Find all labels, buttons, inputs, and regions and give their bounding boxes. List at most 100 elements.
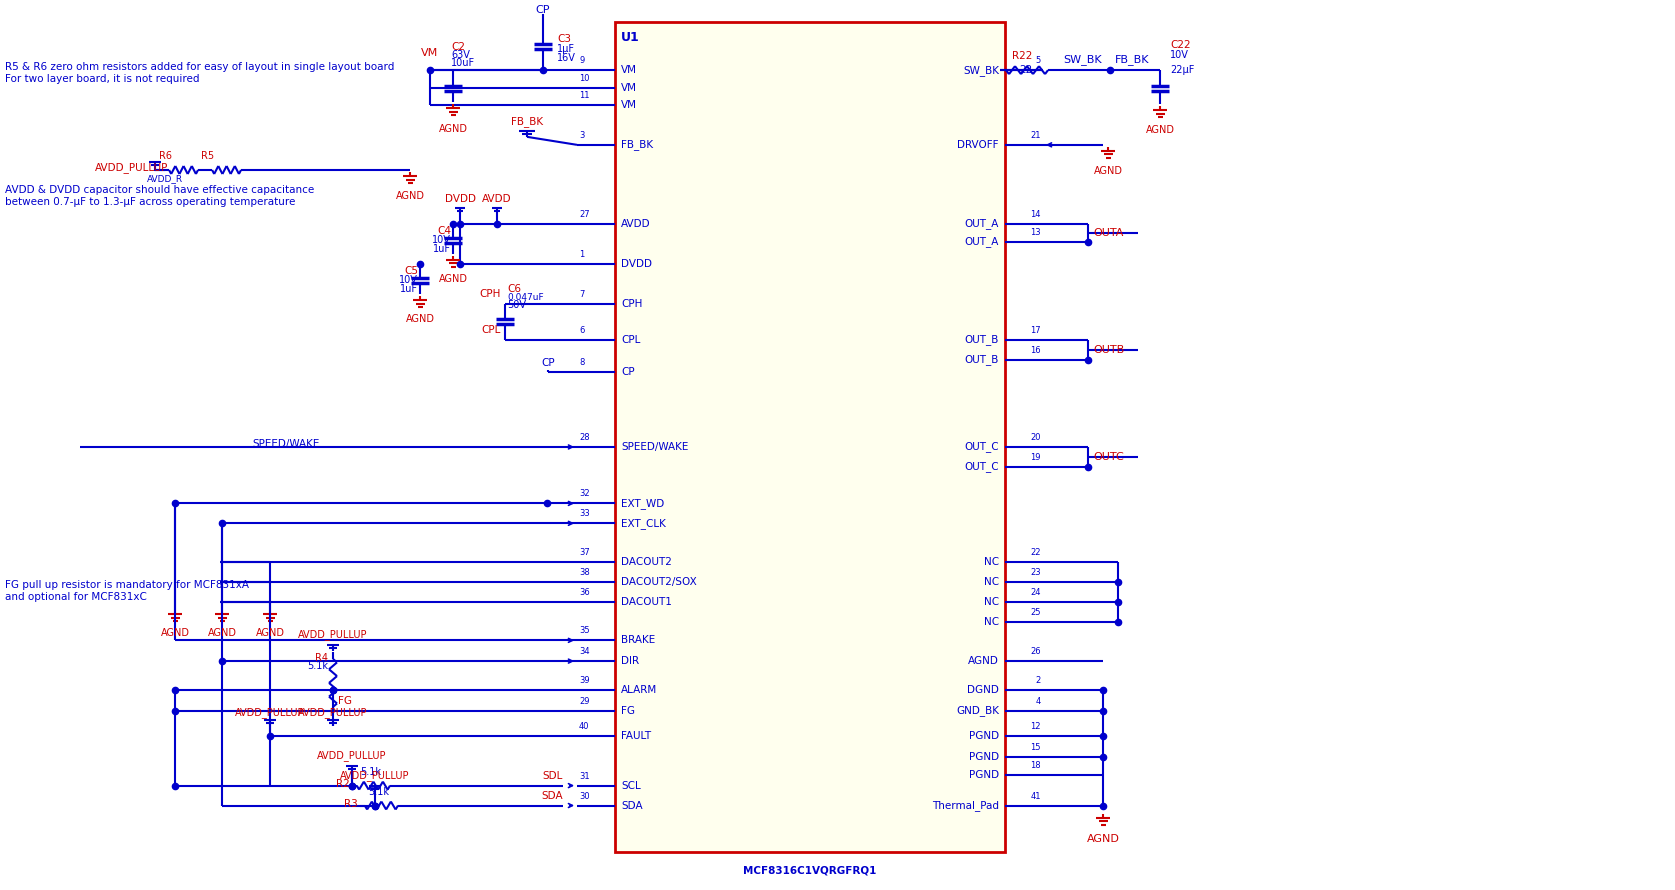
- Text: AGND: AGND: [1087, 834, 1119, 844]
- Text: DRVOFF: DRVOFF: [958, 140, 998, 150]
- Text: 3: 3: [580, 131, 585, 140]
- Text: 28: 28: [580, 433, 590, 442]
- Text: AVDD_PULLUP: AVDD_PULLUP: [95, 163, 169, 174]
- Text: 31: 31: [580, 772, 590, 781]
- Text: 4: 4: [1035, 697, 1040, 706]
- Text: EXT_CLK: EXT_CLK: [621, 518, 667, 529]
- Text: MCF8316C1VQRGFRQ1: MCF8316C1VQRGFRQ1: [744, 865, 876, 875]
- Text: AGND: AGND: [405, 314, 434, 324]
- Text: 22µF: 22µF: [1171, 65, 1194, 75]
- Text: 5.1k: 5.1k: [360, 766, 382, 777]
- Text: SW_BK: SW_BK: [1064, 54, 1102, 65]
- Text: VM: VM: [621, 65, 636, 75]
- Text: 35: 35: [580, 627, 590, 635]
- Text: PGND: PGND: [968, 770, 998, 780]
- Text: SDL: SDL: [543, 771, 563, 781]
- Text: 34: 34: [580, 647, 590, 656]
- Text: SPEED/WAKE: SPEED/WAKE: [621, 442, 688, 452]
- Text: NC: NC: [983, 617, 998, 627]
- Text: OUTB: OUTB: [1094, 344, 1124, 355]
- Text: CP: CP: [536, 5, 551, 15]
- Text: FAULT: FAULT: [621, 731, 652, 740]
- Text: 38: 38: [580, 568, 590, 578]
- Text: AVDD_R: AVDD_R: [147, 174, 183, 183]
- Bar: [615, 22, 1005, 852]
- Text: C2: C2: [451, 42, 466, 53]
- Text: AGND: AGND: [439, 124, 467, 134]
- Text: FG: FG: [621, 706, 635, 716]
- Text: ALARM: ALARM: [621, 685, 657, 695]
- Text: 25: 25: [1030, 608, 1040, 617]
- Text: 12: 12: [1030, 722, 1040, 731]
- Text: DACOUT2/SOX: DACOUT2/SOX: [621, 578, 697, 587]
- Text: 24: 24: [1030, 588, 1040, 597]
- Text: C4: C4: [437, 226, 451, 236]
- Text: AGND: AGND: [439, 274, 467, 284]
- Text: 29: 29: [580, 697, 590, 706]
- Text: SCL: SCL: [621, 781, 642, 790]
- Text: 19: 19: [1030, 453, 1040, 462]
- Text: GND_BK: GND_BK: [956, 706, 998, 716]
- Text: 27: 27: [580, 210, 590, 219]
- Text: CP: CP: [621, 368, 635, 377]
- Text: OUT_A: OUT_A: [965, 237, 998, 247]
- Text: PGND: PGND: [968, 751, 998, 762]
- Text: CPL: CPL: [621, 335, 640, 345]
- Text: DVDD: DVDD: [621, 259, 652, 270]
- Text: DACOUT2: DACOUT2: [621, 557, 672, 567]
- Text: 39: 39: [580, 676, 590, 685]
- Text: R4: R4: [315, 653, 328, 663]
- Text: 33: 33: [580, 509, 590, 518]
- Text: AGND: AGND: [395, 191, 424, 201]
- Text: VM: VM: [621, 100, 636, 110]
- Text: AVDD: AVDD: [621, 219, 650, 229]
- Text: PGND: PGND: [968, 731, 998, 740]
- Text: 18: 18: [1030, 761, 1040, 770]
- Text: 1uF: 1uF: [434, 244, 451, 254]
- Text: CP: CP: [541, 359, 554, 368]
- Text: 5: 5: [1035, 56, 1040, 65]
- Text: C5: C5: [404, 266, 419, 277]
- Text: FB_BK: FB_BK: [621, 140, 653, 150]
- Text: AGND: AGND: [161, 628, 189, 638]
- Text: AVDD: AVDD: [482, 194, 513, 204]
- Text: C3: C3: [558, 34, 571, 44]
- Text: 2: 2: [1035, 676, 1040, 685]
- Text: NC: NC: [983, 557, 998, 567]
- Text: AVDD_PULLUP: AVDD_PULLUP: [298, 629, 368, 640]
- Text: OUT_C: OUT_C: [965, 441, 998, 452]
- Text: OUT_C: OUT_C: [965, 461, 998, 473]
- Text: R5 & R6 zero ohm resistors added for easy of layout in single layout board
For t: R5 & R6 zero ohm resistors added for eas…: [5, 62, 394, 84]
- Text: AVDD_PULLUP: AVDD_PULLUP: [340, 770, 410, 781]
- Text: SW_BK: SW_BK: [963, 65, 998, 76]
- Text: CPL: CPL: [482, 325, 501, 335]
- Text: 37: 37: [580, 548, 590, 557]
- Text: AVDD & DVDD capacitor should have effective capacitance
between 0.7-µF to 1.3-µF: AVDD & DVDD capacitor should have effect…: [5, 185, 315, 206]
- Text: FG: FG: [338, 696, 352, 706]
- Text: SDA: SDA: [541, 790, 563, 800]
- Text: Thermal_Pad: Thermal_Pad: [931, 800, 998, 811]
- Text: OUTC: OUTC: [1094, 452, 1124, 462]
- Text: AGND: AGND: [968, 656, 998, 666]
- Text: AVDD_PULLUP: AVDD_PULLUP: [298, 707, 368, 717]
- Text: 26: 26: [1030, 647, 1040, 656]
- Text: R3: R3: [345, 798, 358, 808]
- Text: 63V: 63V: [451, 50, 471, 61]
- Text: 16V: 16V: [558, 53, 576, 63]
- Text: 15: 15: [1030, 742, 1040, 751]
- Text: R2: R2: [337, 779, 350, 789]
- Text: 1µF: 1µF: [558, 44, 575, 54]
- Text: AGND: AGND: [1146, 125, 1174, 135]
- Text: R22: R22: [1012, 51, 1032, 61]
- Text: 10: 10: [580, 75, 590, 84]
- Text: 32: 32: [580, 490, 590, 498]
- Text: 1uF: 1uF: [400, 285, 419, 295]
- Text: 36: 36: [580, 588, 590, 597]
- Text: 6: 6: [580, 326, 585, 335]
- Text: 11: 11: [580, 91, 590, 100]
- Text: NC: NC: [983, 578, 998, 587]
- Text: 17: 17: [1030, 326, 1040, 335]
- Text: FG pull up resistor is mandatory for MCF831xA
and optional for MCF831xC: FG pull up resistor is mandatory for MCF…: [5, 580, 250, 602]
- Text: OUTA: OUTA: [1094, 228, 1124, 238]
- Text: 1: 1: [580, 250, 585, 259]
